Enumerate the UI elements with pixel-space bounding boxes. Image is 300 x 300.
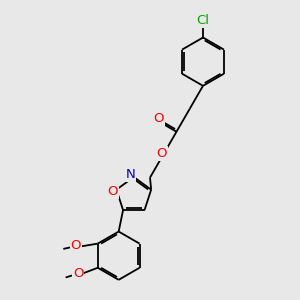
Text: O: O	[154, 112, 164, 125]
Text: N: N	[125, 168, 135, 181]
Text: O: O	[157, 147, 167, 160]
Text: Cl: Cl	[196, 14, 209, 27]
Text: O: O	[71, 239, 81, 252]
Text: O: O	[73, 267, 83, 280]
Text: O: O	[108, 185, 118, 198]
